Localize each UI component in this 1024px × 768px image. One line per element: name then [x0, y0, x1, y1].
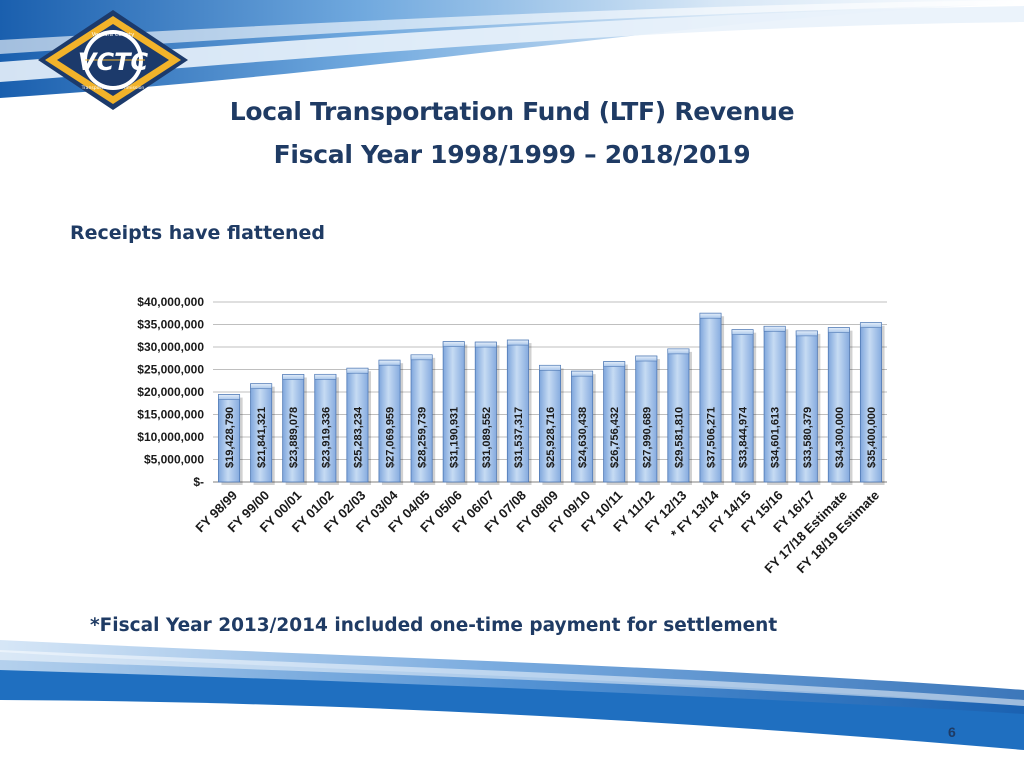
bars — [218, 312, 885, 485]
bar-cap — [474, 341, 497, 348]
bar-value-label: $25,283,234 — [352, 406, 364, 468]
y-tick-label: $15,000,000 — [137, 408, 204, 422]
y-tick-label: $40,000,000 — [137, 295, 204, 309]
bar-value-label: $23,889,078 — [288, 407, 300, 468]
y-tick-label: $20,000,000 — [137, 385, 204, 399]
bar-cap — [603, 361, 626, 367]
bar-value-label: $33,580,379 — [802, 407, 814, 468]
bar-value-label: $25,928,716 — [545, 407, 557, 468]
footnote: *Fiscal Year 2013/2014 included one-time… — [90, 615, 778, 636]
bar-cap — [507, 339, 529, 346]
bar-value-label: $35,400,000 — [866, 407, 878, 468]
slide-subtitle: Receipts have flattened — [70, 222, 325, 244]
y-tick-label: $- — [193, 475, 204, 489]
bar-value-label: $23,919,336 — [320, 407, 332, 468]
header-band — [0, 0, 1024, 98]
bar-value-label: $27,990,689 — [641, 407, 653, 468]
bar-value-label: $26,756,432 — [609, 407, 621, 468]
logo-arc-top: Ventura County — [92, 32, 136, 38]
bar-value-label: $31,537,317 — [513, 407, 525, 468]
bar-value-label: $19,428,790 — [224, 407, 236, 468]
bar-cap — [667, 348, 690, 355]
bar-value-label: $31,089,552 — [481, 407, 493, 468]
y-tick-label: $5,000,000 — [144, 453, 204, 467]
bar-cap — [314, 374, 337, 380]
y-tick-label: $30,000,000 — [137, 340, 204, 354]
logo-arc-bottom: Transportation Commission — [81, 85, 145, 91]
bar-cap — [410, 354, 433, 361]
bar-cap — [763, 325, 786, 332]
page-number: 6 — [948, 724, 956, 740]
data-labels: $19,428,790 $21,841,321 $23,889,078 $23,919… — [224, 406, 878, 468]
bar-cap — [282, 374, 305, 380]
page-title-line2: Fiscal Year 1998/1999 – 2018/2019 — [273, 140, 751, 169]
bar-cap — [539, 365, 561, 371]
bar-value-label: $34,300,000 — [834, 407, 846, 468]
bar-cap — [571, 370, 593, 377]
logo-text: VCTC — [78, 48, 149, 76]
revenue-bar-chart: $- $5,000,000 $10,000,000 $15,000,000 $20,00… — [137, 295, 887, 576]
y-tick-label: $35,000,000 — [137, 318, 204, 332]
bar-value-label: $31,190,931 — [449, 407, 461, 468]
bar-value-label: $33,844,974 — [738, 406, 750, 468]
vctc-logo: VCTC Ventura County Transportation Commi… — [38, 10, 188, 110]
bar-cap — [250, 383, 273, 390]
bar-cap — [699, 312, 722, 319]
y-tick-label: $10,000,000 — [137, 430, 204, 444]
bar-value-label: $34,601,613 — [770, 407, 782, 468]
bar-cap — [731, 329, 754, 335]
bar-cap — [378, 359, 401, 366]
footer-band — [0, 640, 1024, 768]
bar-value-label: $27,069,959 — [385, 407, 397, 468]
bar-cap — [346, 367, 369, 374]
bar-cap — [442, 341, 465, 347]
bar-value-label: $21,841,321 — [256, 407, 268, 468]
bar-value-label: $28,259,739 — [417, 407, 429, 468]
bar-value-label: $37,506,271 — [705, 407, 717, 468]
y-tick-label: $25,000,000 — [137, 363, 204, 377]
bar-value-label: $24,630,438 — [577, 407, 589, 468]
page-title: Local Transportation Fund (LTF) Revenue — [229, 97, 795, 126]
bar-cap — [218, 394, 240, 400]
bar-value-label: $29,581,810 — [673, 407, 685, 468]
bar-cap — [860, 322, 882, 329]
bar-cap — [635, 355, 658, 362]
bar-cap — [795, 330, 818, 337]
bar-cap — [827, 327, 850, 333]
y-axis-labels: $- $5,000,000 $10,000,000 $15,000,000 $20,00… — [137, 295, 204, 489]
